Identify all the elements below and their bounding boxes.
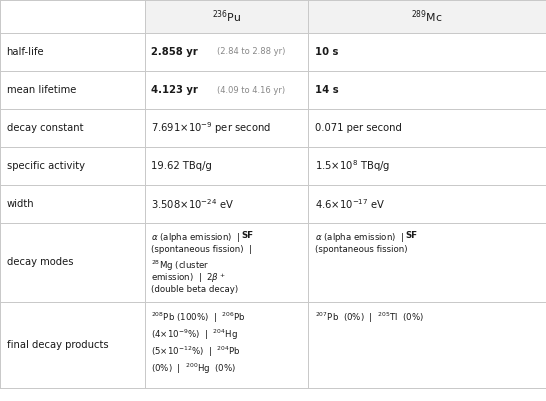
Text: $\alpha$ (alpha emission)  |: $\alpha$ (alpha emission) | <box>315 231 408 244</box>
Text: 0.071 per second: 0.071 per second <box>315 123 402 133</box>
Text: (2.84 to 2.88 yr): (2.84 to 2.88 yr) <box>217 47 285 57</box>
Text: emission)  |  $2\beta^+$: emission) | $2\beta^+$ <box>151 271 226 286</box>
Bar <box>308 0 546 33</box>
Text: (double beta decay): (double beta decay) <box>151 285 239 294</box>
Text: (0%)  |  $^{200}$Hg  (0%): (0%) | $^{200}$Hg (0%) <box>151 362 236 376</box>
Text: $(4{\times}10^{-9}$%)  |  $^{204}$Hg: $(4{\times}10^{-9}$%) | $^{204}$Hg <box>151 327 238 342</box>
Text: half-life: half-life <box>7 47 44 57</box>
Text: decay constant: decay constant <box>7 123 83 133</box>
Text: mean lifetime: mean lifetime <box>7 85 76 95</box>
Text: decay modes: decay modes <box>7 257 73 267</box>
Bar <box>145 0 308 33</box>
Text: $4.6{\times}10^{-17}$ eV: $4.6{\times}10^{-17}$ eV <box>315 197 385 211</box>
Text: $7.691{\times}10^{-9}$ per second: $7.691{\times}10^{-9}$ per second <box>151 120 271 136</box>
Text: 10 s: 10 s <box>315 47 339 57</box>
Text: 14 s: 14 s <box>315 85 339 95</box>
Text: width: width <box>7 199 34 209</box>
Text: $3.508{\times}10^{-24}$ eV: $3.508{\times}10^{-24}$ eV <box>151 197 234 211</box>
Text: $\alpha$ (alpha emission)  |: $\alpha$ (alpha emission) | <box>151 231 245 244</box>
Text: (spontaneous fission): (spontaneous fission) <box>315 245 407 254</box>
Text: SF: SF <box>241 231 253 240</box>
Text: $^{236}$Pu: $^{236}$Pu <box>212 8 241 25</box>
Text: SF: SF <box>405 231 417 240</box>
Text: $^{207}$Pb  (0%)  |  $^{205}$Tl  (0%): $^{207}$Pb (0%) | $^{205}$Tl (0%) <box>315 310 424 324</box>
Text: 2.858 yr: 2.858 yr <box>151 47 198 57</box>
Text: $^{289}$Mc: $^{289}$Mc <box>412 8 443 25</box>
Text: final decay products: final decay products <box>7 340 108 350</box>
Text: $^{208}$Pb (100%)  |  $^{206}$Pb: $^{208}$Pb (100%) | $^{206}$Pb <box>151 310 246 324</box>
Text: 4.123 yr: 4.123 yr <box>151 85 198 95</box>
Text: $1.5{\times}10^{8}$ TBq/g: $1.5{\times}10^{8}$ TBq/g <box>315 158 390 174</box>
Text: $^{28}$Mg (cluster: $^{28}$Mg (cluster <box>151 258 210 273</box>
Text: (spontaneous fission)  |: (spontaneous fission) | <box>151 245 252 254</box>
Text: $(5{\times}10^{-12}$%)  |  $^{204}$Pb: $(5{\times}10^{-12}$%) | $^{204}$Pb <box>151 344 241 359</box>
Text: (4.09 to 4.16 yr): (4.09 to 4.16 yr) <box>217 85 285 95</box>
Text: 19.62 TBq/g: 19.62 TBq/g <box>151 161 212 171</box>
Text: specific activity: specific activity <box>7 161 85 171</box>
